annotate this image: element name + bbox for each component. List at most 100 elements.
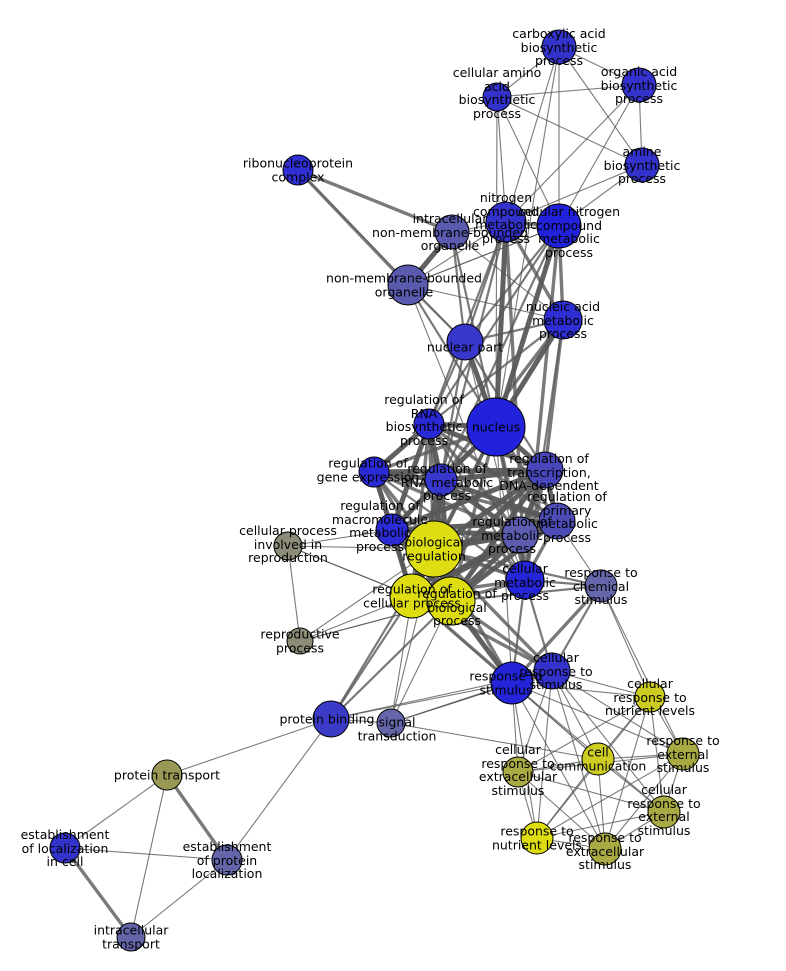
graph-node[interactable] [485, 201, 527, 243]
graph-node[interactable] [581, 742, 615, 776]
graph-node[interactable] [405, 520, 463, 578]
graph-node[interactable] [490, 661, 534, 705]
graph-node[interactable] [543, 300, 583, 340]
graph-edge [330, 595, 413, 720]
graph-node[interactable] [424, 463, 458, 497]
graph-edge [373, 467, 546, 475]
graph-edge [558, 84, 640, 227]
graph-edge [130, 774, 168, 938]
graph-node[interactable] [116, 922, 146, 952]
graph-edge [166, 718, 332, 776]
graph-edge [604, 696, 651, 850]
graph-node[interactable] [426, 576, 476, 626]
graph-node[interactable] [286, 627, 314, 655]
graph-edge [496, 96, 507, 223]
graph-edge [496, 84, 640, 98]
graph-edge [511, 682, 684, 755]
graph-edge [464, 225, 560, 343]
graph-edge [604, 753, 684, 850]
graph-node[interactable] [376, 708, 406, 738]
edge-layer [63, 46, 684, 939]
graph-node[interactable] [446, 323, 484, 361]
graph-edge [551, 670, 665, 813]
graph-node[interactable] [434, 214, 470, 250]
graph-edge [536, 811, 665, 839]
graph-node[interactable] [211, 844, 243, 876]
graph-edge [428, 423, 526, 581]
graph-node[interactable] [375, 513, 409, 547]
graph-edge [517, 771, 665, 813]
graph-edge [511, 682, 606, 850]
graph-edge [287, 529, 393, 547]
graph-edge [63, 846, 133, 939]
graph-edge [439, 341, 467, 481]
graph-node[interactable] [501, 516, 539, 554]
graph-edge [330, 600, 452, 720]
graph-edge [226, 718, 332, 861]
graph-edge [600, 585, 684, 755]
graph-node[interactable] [151, 759, 183, 791]
graph-edge [373, 470, 558, 523]
graph-edge [390, 722, 599, 760]
graph-edge [428, 225, 560, 425]
graph-node[interactable] [482, 82, 512, 112]
graph-edge [287, 545, 301, 642]
graph-edge [495, 426, 513, 684]
graph-edge [600, 585, 651, 698]
graph-node[interactable] [647, 795, 681, 829]
graph-edge [505, 164, 643, 223]
graph-edge [407, 225, 560, 286]
graph-node[interactable] [505, 560, 545, 600]
graph-edge [496, 96, 643, 166]
graph-node[interactable] [49, 832, 81, 864]
graph-edge [517, 696, 651, 773]
graph-edge [407, 284, 564, 321]
graph-edge [390, 548, 435, 724]
graph-node[interactable] [466, 397, 526, 457]
graph-edge [130, 859, 228, 938]
graph-node[interactable] [502, 756, 534, 788]
graph-node[interactable] [666, 737, 700, 771]
graph-edge [505, 84, 640, 223]
graph-edge [649, 696, 665, 813]
graph-edge [551, 670, 606, 850]
graph-node[interactable] [533, 652, 571, 690]
graph-node[interactable] [358, 456, 390, 488]
graph-edge [297, 168, 453, 234]
graph-edge [64, 847, 228, 861]
graph-node[interactable] [624, 147, 660, 183]
graph-node[interactable] [282, 154, 314, 186]
graph-edge [551, 670, 684, 755]
graph-node[interactable] [541, 29, 577, 65]
graph-node[interactable] [621, 67, 657, 103]
graph-edge [536, 753, 684, 839]
graph-edge [495, 96, 498, 428]
graph-node[interactable] [538, 502, 576, 540]
graph-edge [64, 774, 168, 849]
graph-node[interactable] [526, 451, 564, 489]
graph-edge [451, 231, 564, 321]
graph-node[interactable] [413, 408, 445, 440]
graph-edge [440, 225, 560, 481]
graph-edge [510, 584, 603, 685]
graph-node[interactable] [634, 681, 666, 713]
graph-node[interactable] [387, 264, 429, 306]
graph-edge [427, 221, 508, 425]
graph-node[interactable] [584, 569, 618, 603]
graph-node[interactable] [273, 531, 303, 561]
graph-edge [536, 670, 553, 839]
graph-edge [558, 46, 643, 166]
graph-edge [517, 771, 606, 850]
graph-node[interactable] [312, 700, 350, 738]
graph-node[interactable] [536, 203, 582, 249]
graph-edge [391, 467, 546, 533]
graph-edge [505, 46, 560, 223]
graph-node[interactable] [520, 821, 554, 855]
graph-edge [536, 758, 599, 839]
graph-node[interactable] [588, 832, 622, 866]
graph-edge [427, 422, 522, 537]
graph-edge [165, 774, 229, 861]
graph-edge [495, 46, 560, 428]
